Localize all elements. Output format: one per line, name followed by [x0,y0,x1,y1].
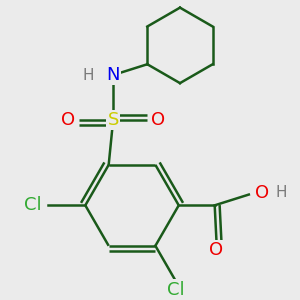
Text: S: S [107,111,119,129]
Text: O: O [209,241,224,259]
Text: H: H [276,185,287,200]
Text: H: H [82,68,94,82]
Text: N: N [106,66,120,84]
Text: Cl: Cl [167,281,184,299]
Text: Cl: Cl [24,196,41,214]
Text: O: O [61,111,75,129]
Text: O: O [151,111,165,129]
Text: O: O [255,184,269,202]
